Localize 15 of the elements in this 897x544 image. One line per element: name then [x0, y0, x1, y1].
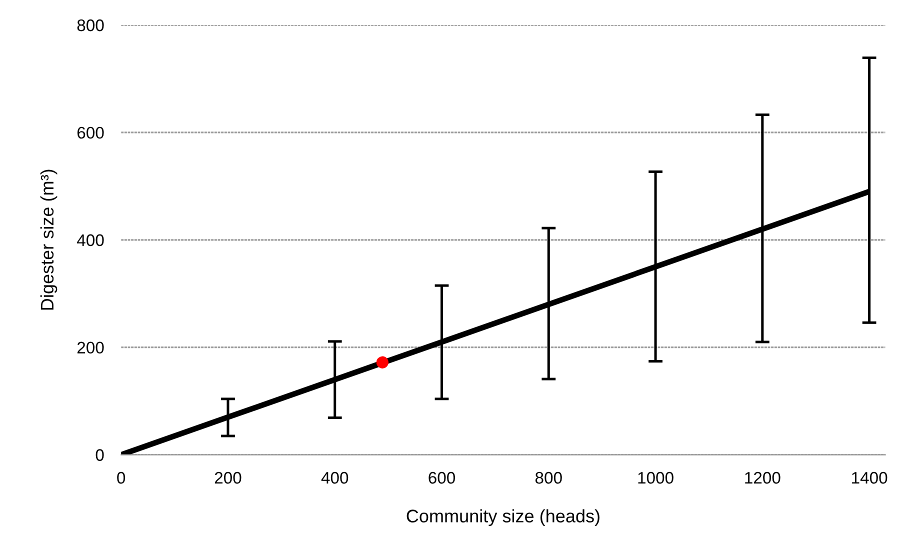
y-tick-label: 600	[77, 126, 104, 139]
x-tick-label: 400	[321, 472, 348, 484]
y-axis-title: Digester size (m³)	[40, 170, 58, 310]
x-axis-title: Community size (heads)	[406, 509, 600, 526]
x-tick-label: 1000	[638, 472, 674, 484]
y-tick-label: 800	[77, 19, 104, 32]
x-tick-label: 600	[428, 472, 456, 484]
x-tick-label: 1200	[745, 472, 780, 484]
x-tick-label: 1400	[852, 472, 888, 484]
x-tick-label: 800	[535, 472, 562, 484]
x-tick-label: 200	[214, 472, 242, 484]
y-tick-label: 200	[77, 342, 104, 354]
y-tick-label: 400	[77, 234, 104, 246]
y-tick-label: 0	[96, 449, 104, 461]
x-tick-label: 0	[117, 472, 126, 484]
